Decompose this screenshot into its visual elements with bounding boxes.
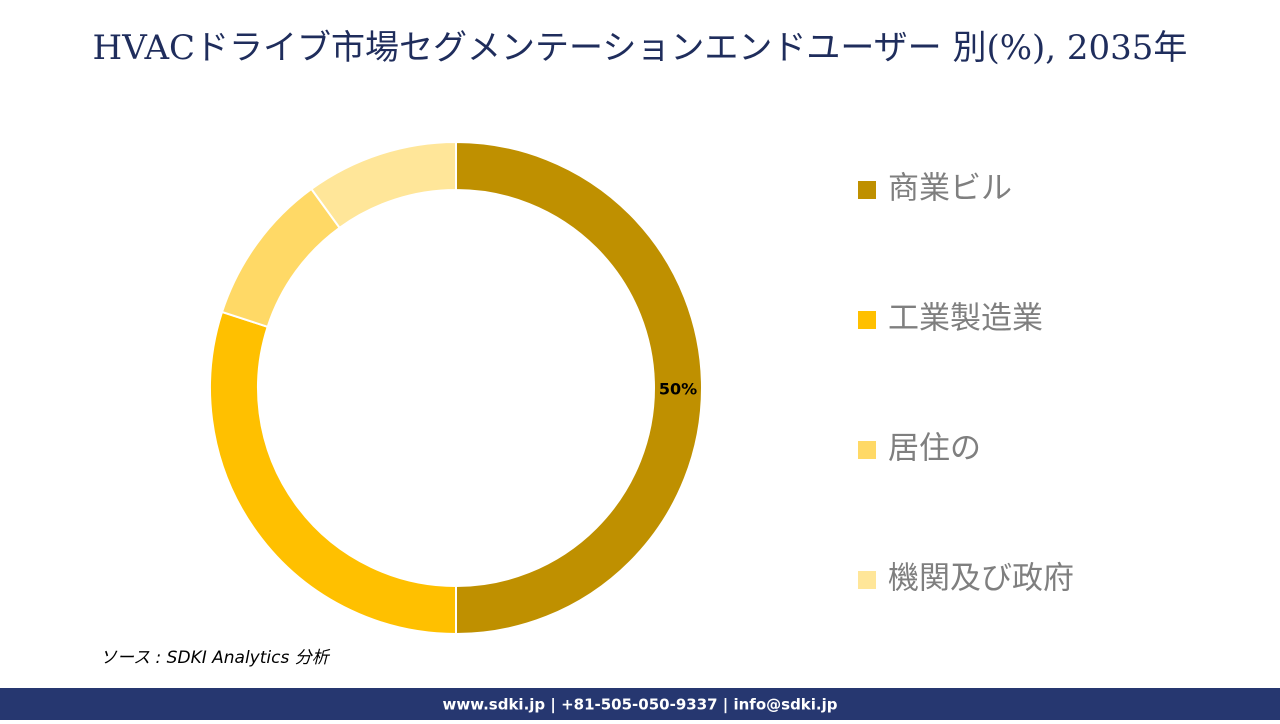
- donut: 50%: [209, 140, 703, 636]
- donut-segment: [209, 310, 457, 636]
- donut-segment: [455, 140, 703, 636]
- legend-label: 工業製造業: [888, 301, 1043, 337]
- chart-title: HVACドライブ市場セグメンテーションエンドユーザー 別(%), 2035年: [93, 28, 1188, 68]
- donut-segment: [310, 140, 457, 230]
- legend-swatch: [858, 571, 876, 589]
- legend-swatch: [858, 441, 876, 459]
- donut-segment: [220, 187, 342, 329]
- legend-swatch: [858, 181, 876, 199]
- source-note: ソース : SDKI Analytics 分析: [100, 648, 331, 668]
- data-label: 50%: [659, 380, 697, 399]
- legend-swatch: [858, 311, 876, 329]
- footer-text: www.sdki.jp | +81-505-050-9337 | info@sd…: [442, 696, 837, 715]
- footer-bar: [0, 688, 1280, 720]
- legend-label: 商業ビル: [888, 171, 1012, 207]
- legend-label: 居住の: [888, 431, 981, 467]
- legend-label: 機関及び政府: [888, 561, 1074, 597]
